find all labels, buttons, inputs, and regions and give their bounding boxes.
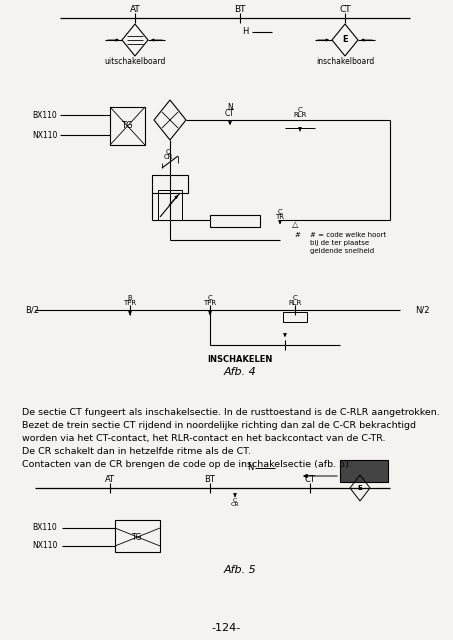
Text: N: N xyxy=(247,463,253,472)
Text: △: △ xyxy=(292,221,298,230)
Text: CT: CT xyxy=(339,4,351,13)
Text: TG: TG xyxy=(121,122,133,131)
Text: AT: AT xyxy=(130,4,140,13)
Bar xyxy=(152,175,188,193)
Text: De CR schakelt dan in hetzelfde ritme als de CT.: De CR schakelt dan in hetzelfde ritme al… xyxy=(22,447,251,456)
Text: C: C xyxy=(207,295,212,301)
Text: CR: CR xyxy=(231,502,239,508)
Text: BT: BT xyxy=(205,474,216,483)
Text: CT: CT xyxy=(225,109,235,118)
Text: C: C xyxy=(293,295,297,301)
Text: inschakelboard: inschakelboard xyxy=(316,58,374,67)
Text: bij de ter plaatse: bij de ter plaatse xyxy=(310,240,369,246)
Text: H: H xyxy=(242,28,248,36)
Text: -124-: -124- xyxy=(212,623,241,633)
Text: C: C xyxy=(233,497,237,502)
Text: Afb. 4: Afb. 4 xyxy=(224,367,256,377)
Text: C: C xyxy=(166,149,170,155)
Text: E: E xyxy=(342,35,348,45)
Text: Bezet de trein sectie CT rijdend in noordelijke richting dan zal de C-CR bekrach: Bezet de trein sectie CT rijdend in noor… xyxy=(22,421,416,430)
Text: B/2: B/2 xyxy=(25,305,39,314)
Text: RLR: RLR xyxy=(288,300,302,306)
Text: N/2: N/2 xyxy=(415,305,429,314)
Text: Contacten van de CR brengen de code op de inschakelsectie (afb. 5).: Contacten van de CR brengen de code op d… xyxy=(22,460,352,469)
Text: INSCHAKELEN: INSCHAKELEN xyxy=(207,355,273,365)
Text: N: N xyxy=(227,104,233,113)
Bar xyxy=(283,312,307,322)
Text: TPR: TPR xyxy=(203,300,217,306)
Text: Afb. 5: Afb. 5 xyxy=(224,565,256,575)
Text: NX110: NX110 xyxy=(32,541,58,550)
Bar xyxy=(115,520,160,552)
Text: NX110: NX110 xyxy=(32,131,58,140)
Text: TG: TG xyxy=(132,532,142,541)
Text: geldende snelheid: geldende snelheid xyxy=(310,248,374,254)
Text: CR: CR xyxy=(163,154,173,160)
Text: TR: TR xyxy=(275,214,284,220)
Bar xyxy=(158,190,182,220)
Text: BX110: BX110 xyxy=(32,524,57,532)
Text: RLR: RLR xyxy=(293,112,307,118)
Text: BX110: BX110 xyxy=(32,111,57,120)
Text: BT: BT xyxy=(234,4,246,13)
Text: E: E xyxy=(357,485,362,491)
Text: #: # xyxy=(294,232,300,238)
Text: B: B xyxy=(128,295,132,301)
Bar xyxy=(110,107,145,145)
Text: C: C xyxy=(298,107,302,113)
Text: CT: CT xyxy=(304,474,315,483)
Text: De sectie CT fungeert als inschakelsectie. In de rusttoestand is de C-RLR aanget: De sectie CT fungeert als inschakelsecti… xyxy=(22,408,440,417)
Text: C: C xyxy=(278,209,282,215)
Bar xyxy=(340,460,388,482)
Bar xyxy=(210,215,260,227)
Text: AT: AT xyxy=(105,474,115,483)
Text: uitschakelboard: uitschakelboard xyxy=(104,58,166,67)
Text: worden via het CT-contact, het RLR-contact en het backcontact van de C-TR.: worden via het CT-contact, het RLR-conta… xyxy=(22,434,386,443)
Text: TPR: TPR xyxy=(123,300,136,306)
Text: # = code welke hoort: # = code welke hoort xyxy=(310,232,386,238)
